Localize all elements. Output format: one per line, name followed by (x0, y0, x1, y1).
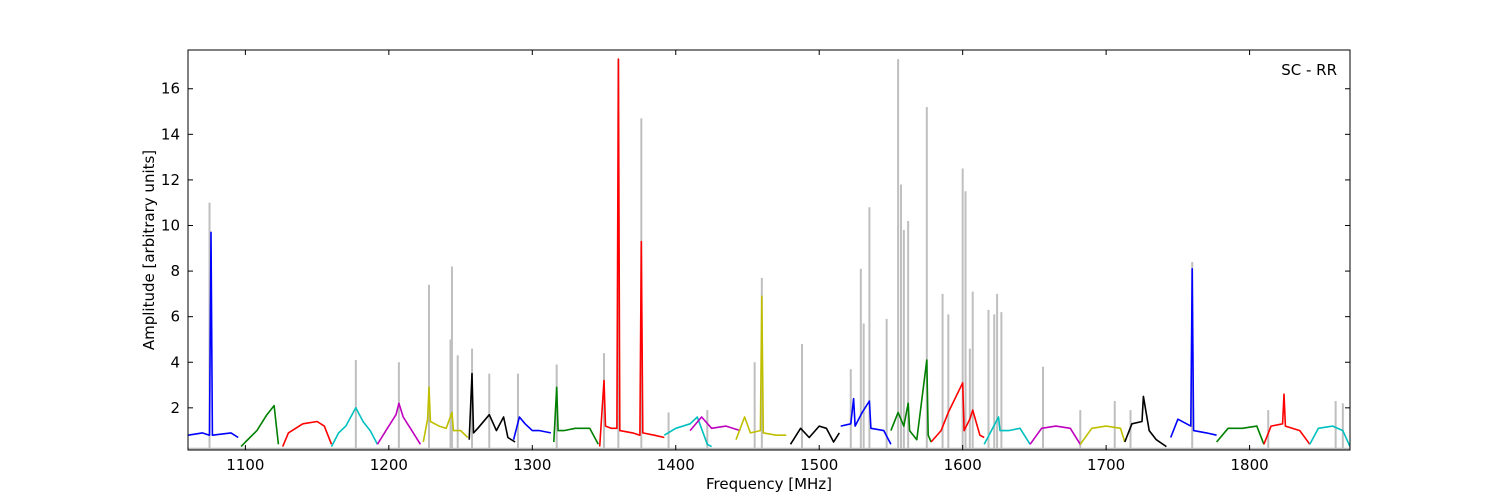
series-line (376, 402, 422, 445)
y-tick-label: 8 (170, 262, 180, 280)
y-tick-label: 4 (170, 353, 180, 371)
x-tick-label: 1800 (1230, 456, 1268, 474)
series-line (930, 381, 985, 443)
series-line (598, 58, 665, 447)
x-tick-label: 1500 (800, 456, 838, 474)
series-line (240, 404, 280, 448)
y-tick-label: 2 (170, 399, 180, 417)
series-line (281, 420, 333, 447)
y-tick-label: 6 (170, 308, 180, 326)
x-tick-label: 1100 (226, 456, 264, 474)
plot-frame (187, 49, 1351, 451)
x-tick-label: 1700 (1087, 456, 1125, 474)
series-line (1215, 425, 1265, 445)
series-line (735, 295, 787, 440)
series-line (840, 397, 892, 445)
y-axis-label: Amplitude [arbitrary units] (140, 150, 158, 350)
series-line (512, 416, 552, 440)
x-axis: 1100 1200 1300 1400 1500 1600 1700 1800 (226, 50, 1269, 474)
background-baseline (188, 447, 1350, 450)
y-tick-label: 14 (161, 125, 180, 143)
series-line (1029, 425, 1081, 445)
series-line (422, 386, 469, 443)
series-line (553, 386, 600, 445)
series-line (330, 406, 379, 447)
x-axis-label: Frequency [MHz] (706, 475, 832, 493)
y-tick-label: 12 (161, 171, 180, 189)
series-line (468, 372, 516, 443)
panel-annotation: SC - RR (1281, 61, 1337, 79)
y-tick-label: 16 (161, 80, 180, 98)
x-tick-label: 1200 (370, 456, 408, 474)
y-tick-label: 10 (161, 216, 180, 234)
series-line (1169, 267, 1217, 438)
x-tick-label: 1400 (657, 456, 695, 474)
x-tick-label: 1300 (513, 456, 551, 474)
series-group (188, 58, 1350, 448)
y-axis: 2 4 6 8 10 12 14 16 (161, 80, 1350, 417)
series-line (789, 425, 840, 445)
series-line (188, 231, 239, 439)
series-line (983, 416, 1031, 445)
series-line (663, 416, 712, 448)
series-line (689, 416, 741, 432)
plot-area (188, 50, 1350, 450)
series-line (1079, 425, 1126, 445)
series-line (1263, 393, 1311, 445)
series-line (890, 359, 932, 443)
series-line (1124, 395, 1167, 448)
series-line (1309, 425, 1350, 447)
x-tick-label: 1600 (944, 456, 982, 474)
